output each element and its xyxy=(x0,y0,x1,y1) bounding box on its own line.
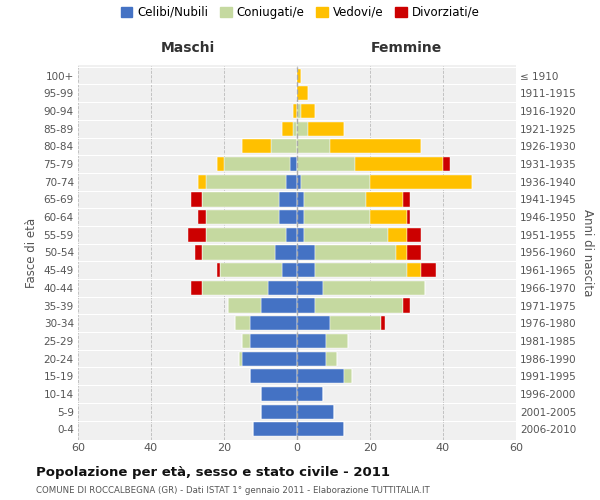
Bar xyxy=(297,122,308,136)
Bar xyxy=(304,210,370,224)
Bar xyxy=(297,192,304,206)
Bar xyxy=(297,174,301,189)
Bar xyxy=(195,246,202,260)
Bar xyxy=(344,369,352,384)
Bar xyxy=(187,228,206,242)
Bar xyxy=(250,316,297,330)
Bar xyxy=(407,246,421,260)
Bar xyxy=(304,192,367,206)
Bar xyxy=(286,174,297,189)
Text: Maschi: Maschi xyxy=(160,42,215,56)
Bar xyxy=(388,228,407,242)
Bar xyxy=(268,281,297,295)
Bar xyxy=(297,210,304,224)
Bar xyxy=(202,281,268,295)
Bar xyxy=(297,422,344,436)
Bar xyxy=(191,281,202,295)
Bar xyxy=(293,104,297,118)
Bar xyxy=(242,352,297,366)
Bar xyxy=(407,210,410,224)
Bar xyxy=(283,122,293,136)
Bar xyxy=(279,192,297,206)
Bar xyxy=(301,174,370,189)
Text: Femmine: Femmine xyxy=(371,42,442,56)
Bar xyxy=(275,246,297,260)
Bar xyxy=(297,316,330,330)
Bar xyxy=(297,281,323,295)
Bar xyxy=(297,140,330,153)
Bar xyxy=(297,369,344,384)
Bar xyxy=(308,122,344,136)
Bar xyxy=(297,298,315,312)
Bar xyxy=(239,352,242,366)
Bar xyxy=(283,263,297,278)
Bar xyxy=(235,316,250,330)
Bar xyxy=(403,192,410,206)
Bar xyxy=(297,86,308,101)
Bar xyxy=(407,228,421,242)
Bar xyxy=(367,192,403,206)
Bar xyxy=(297,68,301,82)
Bar xyxy=(370,210,407,224)
Bar xyxy=(250,334,297,348)
Bar xyxy=(395,246,407,260)
Bar xyxy=(242,334,250,348)
Bar xyxy=(293,122,297,136)
Bar xyxy=(421,263,436,278)
Bar xyxy=(202,246,275,260)
Bar xyxy=(297,387,323,401)
Y-axis label: Fasce di età: Fasce di età xyxy=(25,218,38,288)
Y-axis label: Anni di nascita: Anni di nascita xyxy=(581,209,593,296)
Bar xyxy=(297,157,355,171)
Bar xyxy=(206,210,279,224)
Bar xyxy=(217,157,224,171)
Bar xyxy=(326,352,337,366)
Bar xyxy=(315,246,395,260)
Bar xyxy=(297,352,326,366)
Bar xyxy=(315,298,403,312)
Legend: Celibi/Nubili, Coniugati/e, Vedovi/e, Divorziati/e: Celibi/Nubili, Coniugati/e, Vedovi/e, Di… xyxy=(121,6,479,19)
Bar xyxy=(315,263,407,278)
Bar xyxy=(206,174,286,189)
Bar xyxy=(297,263,315,278)
Bar xyxy=(199,210,206,224)
Bar xyxy=(260,404,297,419)
Bar xyxy=(381,316,385,330)
Bar xyxy=(227,298,260,312)
Bar xyxy=(224,157,290,171)
Bar xyxy=(297,334,326,348)
Bar xyxy=(330,140,421,153)
Bar xyxy=(242,140,271,153)
Bar xyxy=(304,228,388,242)
Bar xyxy=(279,210,297,224)
Bar xyxy=(260,298,297,312)
Bar xyxy=(286,228,297,242)
Bar xyxy=(271,140,297,153)
Text: Popolazione per età, sesso e stato civile - 2011: Popolazione per età, sesso e stato civil… xyxy=(36,466,390,479)
Bar xyxy=(290,157,297,171)
Bar xyxy=(330,316,381,330)
Bar xyxy=(355,157,443,171)
Bar xyxy=(297,104,301,118)
Bar xyxy=(191,192,202,206)
Bar xyxy=(250,369,297,384)
Bar xyxy=(297,404,334,419)
Text: COMUNE DI ROCCALBEGNA (GR) - Dati ISTAT 1° gennaio 2011 - Elaborazione TUTTITALI: COMUNE DI ROCCALBEGNA (GR) - Dati ISTAT … xyxy=(36,486,430,495)
Bar xyxy=(260,387,297,401)
Bar xyxy=(199,174,206,189)
Bar xyxy=(443,157,450,171)
Bar xyxy=(220,263,283,278)
Bar xyxy=(253,422,297,436)
Bar xyxy=(301,104,315,118)
Bar xyxy=(202,192,279,206)
Bar xyxy=(326,334,348,348)
Bar xyxy=(297,246,315,260)
Bar xyxy=(297,228,304,242)
Bar xyxy=(407,263,421,278)
Bar xyxy=(323,281,425,295)
Bar xyxy=(370,174,472,189)
Bar xyxy=(217,263,220,278)
Bar xyxy=(206,228,286,242)
Bar xyxy=(403,298,410,312)
